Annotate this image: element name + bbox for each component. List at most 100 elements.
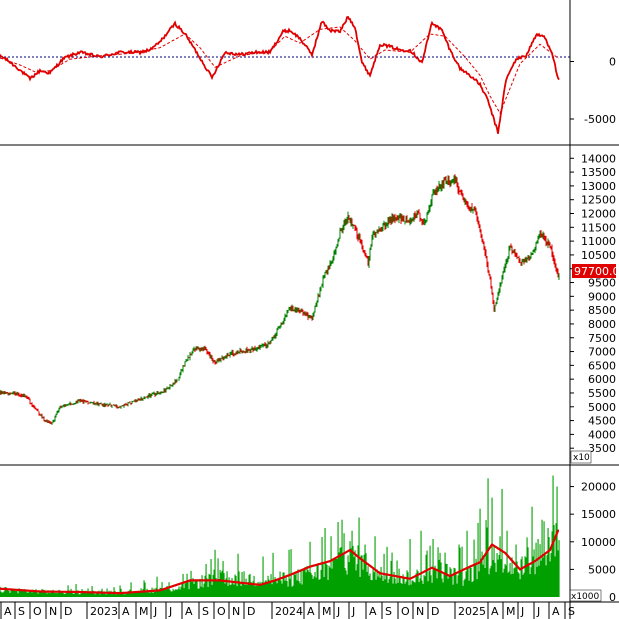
volume-bar (73, 593, 75, 597)
volume-bar (213, 569, 215, 597)
volume-bar (503, 568, 505, 597)
x-tick-label: A (491, 605, 499, 618)
volume-bar (453, 567, 455, 597)
volume-bar (357, 545, 359, 597)
volume-bar (470, 567, 472, 597)
volume-bar (337, 522, 339, 597)
volume-bar (390, 560, 392, 597)
volume-bar (381, 575, 383, 597)
volume-bar (166, 585, 168, 597)
volume-bar (283, 572, 285, 597)
price-tick-label: 8000 (588, 318, 616, 331)
volume-bar (123, 594, 125, 597)
volume-bar (263, 583, 265, 597)
volume-bar (240, 585, 242, 597)
price-tick-label: 12500 (581, 194, 616, 207)
volume-bar (438, 559, 440, 597)
x-tick-label: J (153, 605, 157, 618)
volume-bar (171, 591, 173, 597)
volume-bar (516, 561, 518, 597)
x-tick-label: N (232, 605, 240, 618)
volume-bar (102, 591, 104, 597)
volume-bar (264, 581, 266, 597)
volume-bar (365, 553, 367, 597)
volume-bar (169, 589, 171, 597)
volume-bar (19, 590, 21, 597)
volume-bar (456, 583, 458, 597)
volume-bar (541, 519, 543, 597)
volume-bar (30, 590, 32, 597)
volume-bar (375, 579, 377, 597)
volume-bar (392, 583, 394, 597)
oscillator-signal-line (0, 26, 559, 115)
volume-bar (311, 575, 313, 597)
volume-bar (334, 559, 336, 597)
volume-bar (219, 570, 221, 597)
volume-bar (210, 559, 212, 597)
volume-bar (285, 575, 287, 597)
volume-bar (27, 592, 29, 597)
volume-bar (16, 591, 18, 597)
volume-bar (244, 584, 246, 597)
volume-bar (273, 579, 275, 597)
volume-bar (250, 581, 252, 597)
volume-bar (99, 594, 101, 597)
volume-bar (409, 539, 411, 597)
volume-bar (249, 573, 251, 597)
volume-bar (71, 592, 73, 597)
volume-bar (452, 584, 454, 597)
volume-bar (550, 553, 552, 597)
price-tick-label: 4500 (588, 415, 616, 428)
volume-bar (278, 577, 280, 597)
volume-bar (167, 588, 169, 597)
volume-bar (83, 590, 85, 597)
volume-bar (18, 588, 20, 597)
volume-bar (307, 569, 309, 597)
volume-bar (474, 564, 476, 597)
volume-bar (104, 592, 106, 597)
volume-bar (204, 575, 206, 597)
volume-bar (248, 574, 250, 597)
volume-bar (92, 590, 94, 597)
volume-bar (414, 582, 416, 597)
volume-tick-label: 0 (609, 591, 616, 604)
volume-bar (441, 578, 443, 597)
volume-bar (304, 567, 306, 597)
volume-bar (477, 522, 479, 597)
volume-bar (187, 581, 189, 597)
volume-bar (479, 508, 481, 597)
volume-bar (78, 594, 80, 597)
volume-bar (89, 591, 91, 597)
volume-bar (280, 580, 282, 597)
volume-bar (515, 544, 517, 597)
volume-bar (197, 588, 199, 597)
volume-bar (385, 573, 387, 597)
volume-bar (534, 574, 536, 597)
volume-bar (549, 561, 551, 597)
volume-bar (350, 548, 352, 597)
volume-bar (54, 593, 56, 597)
volume-bar (286, 581, 288, 597)
price-panel: 1400013500130001250012000115001100010500… (0, 152, 619, 464)
volume-bar (251, 585, 253, 597)
volume-bar (345, 570, 347, 597)
volume-bar (544, 554, 546, 597)
volume-bar (254, 586, 256, 597)
volume-bar (522, 574, 524, 597)
volume-bar (139, 592, 141, 597)
volume-bar (300, 570, 302, 597)
volume-bar (530, 567, 532, 597)
volume-bar (542, 557, 544, 597)
x-tick-label: M (322, 605, 332, 618)
volume-bar (369, 573, 371, 597)
volume-bar (382, 580, 384, 597)
volume-bar (66, 591, 68, 597)
volume-bar (415, 573, 417, 597)
volume-bar (4, 587, 6, 597)
volume-bar (79, 594, 81, 597)
volume-bar (552, 475, 554, 597)
volume-bar (57, 592, 59, 597)
volume-bar (256, 585, 258, 597)
volume-bar (241, 571, 243, 597)
volume-bar (469, 565, 471, 597)
